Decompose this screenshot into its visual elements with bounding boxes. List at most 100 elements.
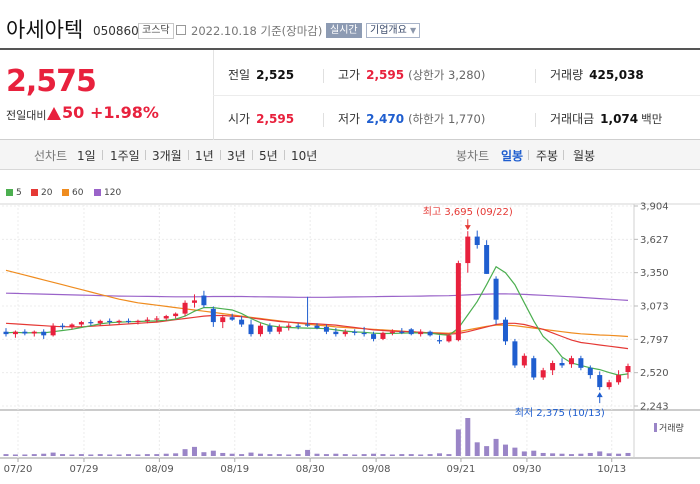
period-1d[interactable]: 1일 xyxy=(77,149,96,163)
volume-bar xyxy=(361,454,367,456)
volume-bar xyxy=(144,454,150,456)
volume-bar xyxy=(173,453,179,456)
candle-body xyxy=(474,236,480,246)
volume-bar xyxy=(502,444,508,456)
candle-body xyxy=(60,325,66,327)
volume-bar xyxy=(597,451,603,456)
volume-bar xyxy=(229,453,235,456)
volume-value: 425,038 xyxy=(589,68,644,82)
volume-bar xyxy=(427,454,433,456)
period-5y[interactable]: 5년 xyxy=(259,149,278,163)
x-tick-label: 08/19 xyxy=(220,464,249,475)
legend-ma60[interactable]: 60 xyxy=(62,188,83,198)
volume-bar xyxy=(484,446,490,456)
prev-close-value: 2,525 xyxy=(256,68,295,82)
period-3m[interactable]: 3개월 xyxy=(152,149,182,163)
volume-bar xyxy=(550,453,556,456)
high-value: 2,595 xyxy=(366,68,405,82)
candle-body xyxy=(465,236,471,264)
candle-daily[interactable]: 일봉 xyxy=(501,149,524,163)
candle-body xyxy=(276,326,282,332)
volume-bar xyxy=(135,454,141,456)
y-tick-label: 2,520 xyxy=(640,368,669,379)
volume-bar xyxy=(69,454,75,456)
y-tick-label: 3,073 xyxy=(640,302,669,313)
candle-body xyxy=(446,335,452,342)
volume-bar xyxy=(568,454,574,456)
volume-bar xyxy=(257,453,263,456)
candle-body xyxy=(578,358,584,368)
divider xyxy=(102,150,103,160)
volume-bar xyxy=(210,450,216,456)
candle-body xyxy=(267,325,273,332)
period-1y[interactable]: 1년 xyxy=(195,149,214,163)
candle-body xyxy=(427,331,433,336)
volume-bar xyxy=(107,454,113,456)
candle-body xyxy=(389,331,395,333)
stat-low: 저가 2,470 (하한가 1,770) xyxy=(338,110,485,127)
candle-body xyxy=(239,319,245,325)
legend-label: 120 xyxy=(104,188,122,198)
volume-bar xyxy=(616,453,622,456)
candle-body xyxy=(220,317,226,323)
divider xyxy=(535,69,536,83)
volume-bar xyxy=(286,454,292,456)
candle-body xyxy=(342,331,348,335)
candle-body xyxy=(437,340,443,342)
volume-bar xyxy=(446,454,452,456)
legend-ma120[interactable]: 120 xyxy=(94,188,121,198)
volume-bar xyxy=(465,418,471,456)
candle-body xyxy=(333,331,339,335)
volume-bar xyxy=(606,453,612,456)
stat-volume: 거래량 425,038 xyxy=(550,66,644,83)
stat-trade-value: 거래대금 1,074 백만 xyxy=(550,110,662,127)
company-overview-button[interactable]: 기업개요 ▼ xyxy=(366,23,421,38)
candle-body xyxy=(550,363,556,371)
period-10y[interactable]: 10년 xyxy=(291,149,318,163)
volume-label: 거래량 xyxy=(550,68,584,82)
candle-body xyxy=(540,370,546,378)
high-label: 고가 xyxy=(338,68,361,82)
volume-bar xyxy=(295,454,301,456)
volume-bar xyxy=(521,451,527,456)
realtime-button[interactable]: 실시간 xyxy=(326,23,362,38)
volume-bar xyxy=(116,454,122,456)
volume-bar xyxy=(578,453,584,456)
stock-name: 아세아텍 xyxy=(6,18,84,42)
low-arrow-icon xyxy=(596,392,603,398)
candle-body xyxy=(408,329,414,335)
period-3y[interactable]: 3년 xyxy=(227,149,246,163)
x-tick-label: 09/08 xyxy=(362,464,391,475)
x-tick-label: 08/09 xyxy=(145,464,174,475)
legend-ma20[interactable]: 20 xyxy=(31,188,52,198)
divider xyxy=(528,150,529,160)
candle-body xyxy=(107,320,113,323)
calendar-icon xyxy=(176,25,186,35)
high-arrow-icon xyxy=(464,225,471,231)
candle-body xyxy=(116,320,122,323)
candle-weekly[interactable]: 주봉 xyxy=(536,149,559,163)
legend-swatch xyxy=(62,189,69,196)
candle-monthly[interactable]: 월봉 xyxy=(573,149,596,163)
candle-body xyxy=(173,313,179,317)
volume-bar xyxy=(437,453,443,456)
change-amount: 50 xyxy=(62,103,85,122)
trade-value: 1,074 xyxy=(600,112,639,126)
candle-body xyxy=(248,324,254,335)
volume-bar xyxy=(512,447,518,456)
stat-high: 고가 2,595 (상한가 3,280) xyxy=(338,66,485,83)
candle-body xyxy=(97,320,103,324)
volume-bar xyxy=(248,452,254,456)
period-1w[interactable]: 1주일 xyxy=(110,149,140,163)
high-annotation: 최고 3,695 (09/22) xyxy=(423,206,513,218)
volume-bar xyxy=(97,454,103,456)
volume-bar xyxy=(12,454,18,456)
candle-body xyxy=(305,324,311,326)
stock-code: 050860 xyxy=(93,24,139,38)
stock-chart[interactable]: 3,904 3,627 3,350 3,073 2,797 2,520 2,243 07/20… xyxy=(0,170,700,484)
ma20-line xyxy=(5,314,629,350)
volume-bar xyxy=(78,454,84,456)
price-box: 2,575 전일대비 50 +1.98% xyxy=(0,50,214,140)
legend-ma5[interactable]: 5 xyxy=(6,188,22,198)
x-tick-label: 07/29 xyxy=(70,464,99,475)
